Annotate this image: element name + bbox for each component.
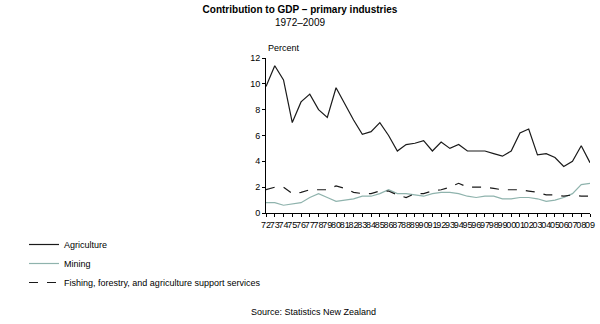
svg-text:82: 82: [349, 220, 359, 230]
svg-text:Percent: Percent: [268, 43, 300, 53]
svg-text:05: 05: [550, 220, 560, 230]
svg-text:97: 97: [480, 220, 490, 230]
svg-text:Contribution to GDP – primary: Contribution to GDP – primary industries…: [203, 4, 398, 28]
svg-text:4: 4: [255, 156, 260, 166]
svg-text:Mining: Mining: [64, 259, 91, 269]
svg-text:88: 88: [401, 220, 411, 230]
svg-text:01: 01: [515, 220, 525, 230]
svg-text:04: 04: [541, 220, 551, 230]
svg-text:94: 94: [454, 220, 464, 230]
svg-text:08: 08: [576, 220, 586, 230]
svg-text:0: 0: [255, 208, 260, 218]
svg-text:Agriculture: Agriculture: [64, 240, 107, 250]
svg-text:83: 83: [357, 220, 367, 230]
svg-text:87: 87: [392, 220, 402, 230]
svg-text:75: 75: [287, 220, 297, 230]
svg-text:81: 81: [340, 220, 350, 230]
svg-text:2: 2: [255, 182, 260, 192]
svg-text:77: 77: [305, 220, 315, 230]
svg-text:06: 06: [559, 220, 569, 230]
svg-text:12: 12: [250, 53, 260, 63]
svg-text:85: 85: [375, 220, 385, 230]
svg-text:74: 74: [279, 220, 289, 230]
svg-text:95: 95: [462, 220, 472, 230]
svg-text:99: 99: [497, 220, 507, 230]
svg-text:86: 86: [384, 220, 394, 230]
svg-text:Source: Statistics New Zealand: Source: Statistics New Zealand: [251, 307, 376, 317]
svg-text:93: 93: [445, 220, 455, 230]
svg-text:84: 84: [366, 220, 376, 230]
svg-text:79: 79: [322, 220, 332, 230]
svg-text:00: 00: [506, 220, 516, 230]
svg-text:89: 89: [410, 220, 420, 230]
svg-text:8: 8: [255, 105, 260, 115]
svg-text:92: 92: [436, 220, 446, 230]
svg-text:78: 78: [314, 220, 324, 230]
svg-text:Fishing, forestry, and agricul: Fishing, forestry, and agriculture suppo…: [64, 278, 260, 288]
svg-text:10: 10: [250, 79, 260, 89]
svg-text:90: 90: [419, 220, 429, 230]
svg-text:91: 91: [427, 220, 437, 230]
svg-text:6: 6: [255, 131, 260, 141]
svg-text:76: 76: [296, 220, 306, 230]
svg-text:80: 80: [331, 220, 341, 230]
svg-text:73: 73: [270, 220, 280, 230]
svg-text:72: 72: [261, 220, 271, 230]
svg-text:98: 98: [489, 220, 499, 230]
svg-text:09: 09: [585, 220, 595, 230]
svg-text:03: 03: [532, 220, 542, 230]
svg-text:96: 96: [471, 220, 481, 230]
svg-text:02: 02: [524, 220, 534, 230]
svg-text:07: 07: [567, 220, 577, 230]
